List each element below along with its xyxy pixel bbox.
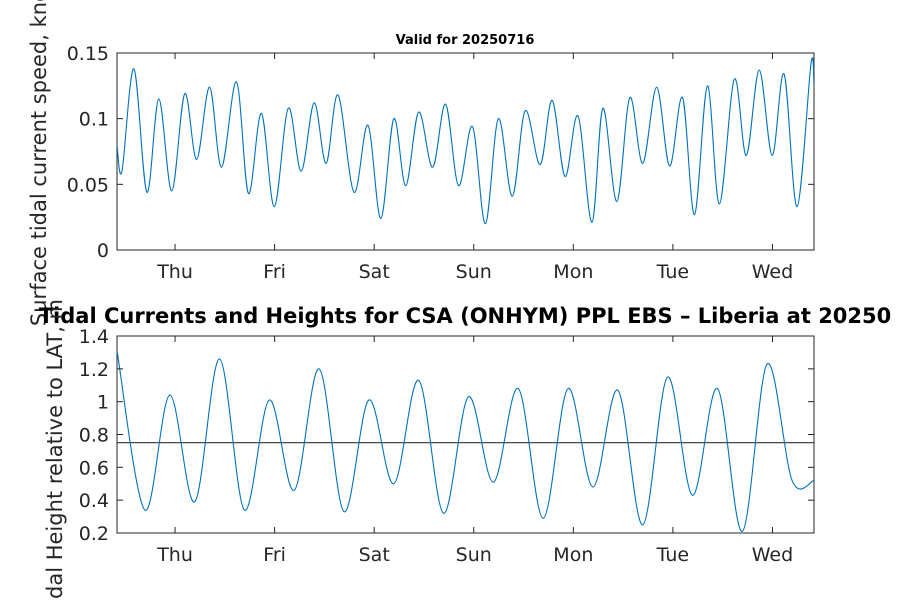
y-tick-label: 0.6 (79, 457, 109, 479)
x-tick-label: Wed (752, 544, 793, 566)
series-line (117, 350, 814, 532)
x-tick-label: Sat (359, 261, 390, 283)
x-tick-label: Thu (156, 544, 193, 566)
current-speed-chart: 0 0.05 0.1 0.15 Thu Fri Sat Sun Mon Tue Wed Valid f… (27, 0, 815, 326)
y-tick-label: 0.8 (79, 425, 109, 447)
y-tick-label: 1 (97, 392, 109, 414)
y-tick-label: 0.15 (67, 43, 109, 65)
x-tick-label: Fri (263, 261, 286, 283)
chart-title: Tidal Currents and Heights for CSA (ONHY… (39, 304, 892, 328)
y-tick-label: 1.2 (79, 359, 109, 381)
x-tick-label: Fri (263, 544, 286, 566)
y-tick-label: 0.1 (79, 109, 109, 131)
y-tick-label: 1.4 (79, 326, 109, 348)
x-tick-label: Mon (553, 544, 593, 566)
y-tick-label: 0 (97, 240, 109, 262)
y-tick-label: 0.4 (79, 490, 109, 512)
tidal-height-chart: 0.2 0.4 0.6 0.8 1 1.2 1.4 Thu Fri Sat Sun Mon Tue Wed… (39, 299, 892, 600)
series-line (117, 57, 814, 225)
x-tick-label: Sun (456, 261, 492, 283)
x-tick-label: Sat (359, 544, 390, 566)
x-tick-label: Tue (656, 544, 689, 566)
y-axis-label: Tidal Height relative to LAT, m (43, 299, 67, 600)
y-tick-label: 0.2 (79, 523, 109, 545)
x-tick-label: Mon (553, 261, 593, 283)
x-tick-label: Sun (456, 544, 492, 566)
y-axis-label: Surface tidal current speed, knots (27, 0, 51, 326)
x-tick-label: Wed (752, 261, 793, 283)
plot-area (116, 335, 815, 534)
chart-title: Valid for 20250716 (396, 33, 535, 48)
y-tick-label: 0.05 (67, 174, 109, 196)
x-tick-label: Thu (156, 261, 193, 283)
x-tick-label: Tue (656, 261, 689, 283)
